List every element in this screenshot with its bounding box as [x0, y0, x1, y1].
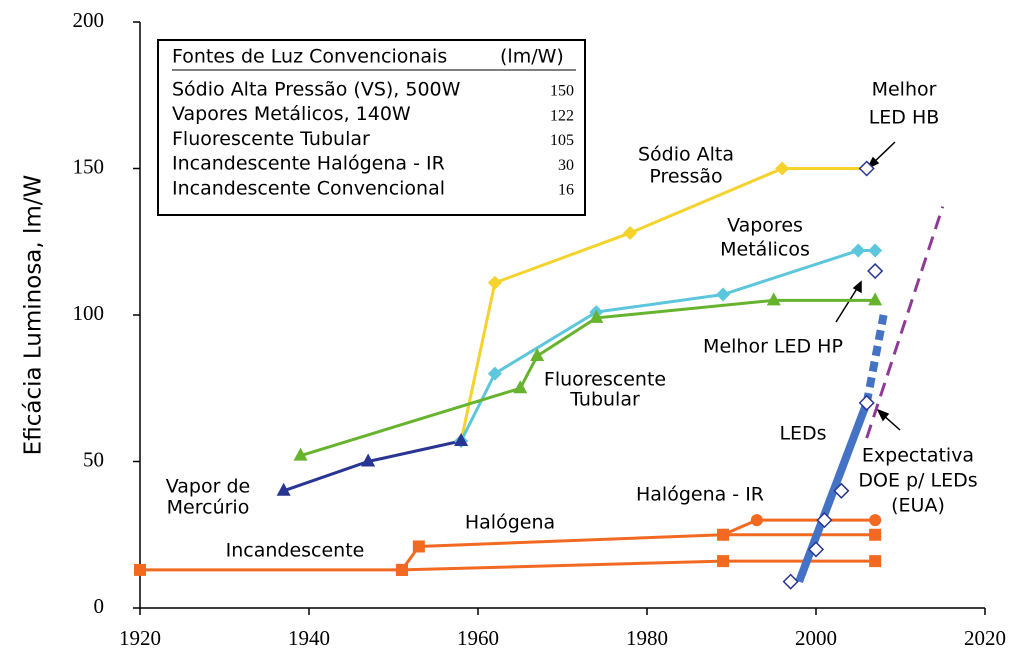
marker — [869, 514, 882, 527]
annotation: Vapores — [727, 215, 803, 237]
x-tick-label: 1920 — [119, 626, 161, 650]
marker — [782, 573, 799, 590]
y-tick-label: 100 — [73, 301, 105, 325]
marker — [487, 275, 502, 290]
y-axis-label: Eficácia Luminosa, lm/W — [21, 175, 47, 456]
marker — [361, 453, 376, 467]
x-tick-label: 2000 — [795, 626, 837, 650]
marker — [869, 528, 882, 541]
table-cell: Incandescente Halógena - IR — [172, 153, 445, 175]
marker — [623, 225, 638, 240]
annotation: Incandescente — [226, 540, 365, 562]
annotation: Halógena — [465, 512, 555, 534]
marker — [454, 432, 469, 446]
marker — [716, 287, 731, 302]
annotation: Mercúrio — [167, 497, 250, 519]
series-line — [300, 298, 876, 458]
marker — [858, 160, 875, 177]
table-cell: Vapores Metálicos, 140W — [172, 103, 411, 125]
x-tick-label: 2020 — [964, 626, 1006, 650]
marker — [395, 563, 408, 576]
marker — [134, 563, 146, 576]
series-line — [722, 518, 876, 537]
marker — [513, 380, 528, 394]
y-tick-label: 150 — [73, 154, 105, 178]
series-line — [795, 401, 871, 584]
y-tick-label: 50 — [83, 447, 104, 471]
marker — [487, 366, 502, 381]
marker — [717, 528, 730, 541]
table-value: 105 — [550, 132, 574, 149]
marker — [858, 394, 875, 411]
annotation: Expectativa — [862, 445, 974, 467]
x-tick-label: 1980 — [626, 626, 668, 650]
annotation: (EUA) — [891, 495, 945, 517]
table-cell: Fluorescente Tubular — [172, 128, 370, 150]
table-value: 30 — [558, 157, 574, 174]
annotation: Melhor — [872, 79, 937, 101]
annotation: LEDs — [779, 423, 826, 445]
table-title: Fontes de Luz Convencionais — [172, 46, 447, 68]
table-cell: Sódio Alta Pressão (VS), 500W — [172, 79, 461, 101]
marker — [807, 541, 825, 558]
table-unit: (lm/W) — [500, 46, 564, 68]
marker — [816, 512, 833, 529]
arrows — [835, 141, 901, 431]
series-line — [400, 533, 876, 571]
annotation: Pressão — [649, 166, 722, 188]
marker — [530, 348, 545, 362]
table-value: 122 — [550, 107, 574, 124]
y-tick-label: 200 — [73, 8, 105, 32]
x-tick-label: 1940 — [288, 626, 330, 650]
marker — [276, 482, 291, 496]
marker — [775, 161, 790, 176]
annotation: Fluorescente — [544, 369, 666, 391]
marker — [766, 292, 781, 306]
table-box — [157, 39, 586, 216]
marker — [589, 309, 604, 323]
annotation: Vapor de — [166, 476, 250, 498]
marker — [833, 482, 850, 499]
marker — [869, 555, 882, 568]
table-cell: Incandescente Convencional — [172, 177, 445, 199]
annotation: Tubular — [569, 389, 640, 411]
x-tick-label: 1960 — [457, 626, 499, 650]
marker — [851, 243, 866, 258]
marker — [412, 540, 425, 553]
annotation: DOE p/ LEDs — [858, 470, 977, 492]
table-value: 150 — [550, 83, 574, 100]
table-value: 16 — [558, 181, 574, 198]
marker — [293, 447, 308, 461]
annotation: Halógena - IR — [636, 484, 764, 506]
marker — [867, 262, 884, 280]
series-line — [140, 559, 876, 572]
annotation: LED HB — [869, 107, 940, 129]
marker — [868, 292, 883, 306]
marker — [717, 555, 730, 568]
annotation: Sódio Alta — [638, 144, 734, 166]
marker — [750, 514, 763, 527]
y-tick-label: 0 — [94, 594, 105, 618]
annotation: Metálicos — [720, 239, 810, 261]
series-line — [865, 206, 945, 439]
annotation: Melhor LED HP — [703, 336, 843, 358]
marker — [868, 243, 883, 258]
